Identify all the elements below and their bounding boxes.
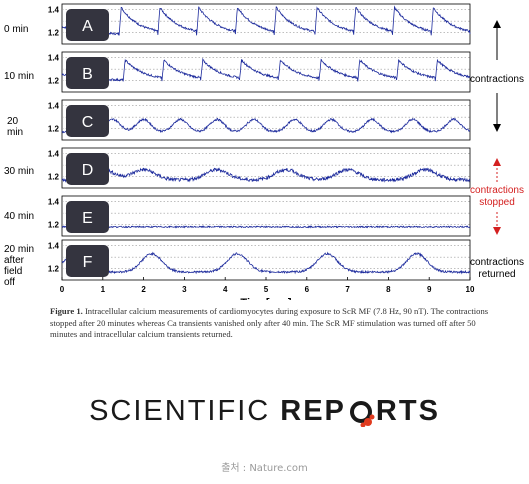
time-label: after <box>4 255 25 266</box>
x-tick-label: 2 <box>141 285 146 294</box>
x-tick-label: 0 <box>60 285 65 294</box>
x-tick-label: 9 <box>427 285 432 294</box>
y-tick-label: 1.2 <box>48 125 60 134</box>
logo-text-right: REP <box>280 395 346 427</box>
series-line-C <box>61 117 471 135</box>
y-tick-label: 1.4 <box>48 54 60 63</box>
time-label: 10 min <box>4 71 34 82</box>
panel-frame <box>61 51 471 93</box>
series-line-E <box>61 225 471 229</box>
figure-caption: Figure 1. Intracellular calcium measurem… <box>50 306 490 341</box>
caption-label: Figure 1. <box>50 306 83 316</box>
y-tick-label: 1.2 <box>48 221 60 230</box>
logo-text-right2: RTS <box>375 395 440 427</box>
panel-letter: C <box>82 114 94 131</box>
y-tick-label: 1.4 <box>48 198 60 207</box>
panel-label-box <box>66 153 109 185</box>
annotation-stopped-line1: contractions <box>470 185 524 196</box>
panel-letter: A <box>82 18 93 35</box>
panel-letter: E <box>82 210 93 227</box>
annotation-stopped-line2: stopped <box>479 197 515 208</box>
x-tick-label: 7 <box>345 285 350 294</box>
panel-label-box <box>66 245 109 277</box>
time-label: 30 min <box>4 166 34 177</box>
time-label: min <box>7 127 23 138</box>
y-tick-label: 1.2 <box>48 173 60 182</box>
time-label: 20 min <box>4 244 34 255</box>
y-tick-label: 1.4 <box>48 150 60 159</box>
y-tick-label: 1.2 <box>48 77 60 86</box>
gear-o-icon <box>349 401 375 428</box>
annotation-returned-line2: returned <box>478 269 515 280</box>
red-arrow-up-icon <box>493 158 501 166</box>
x-tick-label: 1 <box>101 285 106 294</box>
arrow-down-icon <box>493 124 501 132</box>
panel-letter: D <box>82 162 94 179</box>
panel-label-box <box>66 105 109 137</box>
time-label: 0 min <box>4 24 28 35</box>
time-label: 20 <box>7 116 19 127</box>
panel-label-box <box>66 201 109 233</box>
scientific-reports-logo: SCIENTIFIC REP RTS <box>0 395 529 428</box>
y-tick-label: 1.4 <box>48 102 60 111</box>
panel-letter: B <box>82 66 93 83</box>
x-tick-label: 10 <box>466 285 475 294</box>
x-tick-label: 3 <box>182 285 187 294</box>
y-tick-label: 1.2 <box>48 265 60 274</box>
panel-frame <box>61 99 471 141</box>
time-label: off <box>4 277 15 288</box>
arrow-up-icon <box>493 20 501 28</box>
y-tick-label: 1.4 <box>48 242 60 251</box>
chart-figure: 1.4 1.2 A 1.4 1.2 B 1.4 1.2 C 1.4 1.2 D 1.4 1.2 E 1.4 1.… <box>4 3 524 300</box>
series-line-D <box>61 167 471 183</box>
panel-label-box <box>66 9 109 41</box>
time-label: 40 min <box>4 211 34 222</box>
panel-frame <box>61 3 471 45</box>
annotation-returned-line1: contractions <box>470 257 524 268</box>
source-credit: 출처 : Nature.com <box>221 463 308 474</box>
annotation-contractions: contractions <box>470 74 524 85</box>
x-tick-label: 6 <box>305 285 310 294</box>
y-tick-label: 1.4 <box>48 6 60 15</box>
time-label: field <box>4 266 22 277</box>
y-tick-label: 1.2 <box>48 29 60 38</box>
panel-letter: F <box>83 254 93 271</box>
x-tick-label: 4 <box>223 285 228 294</box>
red-arrow-down-icon <box>493 227 501 235</box>
series-line-F <box>61 251 471 275</box>
caption-text: Intracellular calcium measurements of ca… <box>50 306 489 339</box>
logo-text-left: SCIENTIFIC <box>89 395 281 427</box>
panel-frame <box>61 195 471 237</box>
x-tick-label: 5 <box>264 285 269 294</box>
x-tick-label: 8 <box>386 285 391 294</box>
panel-label-box <box>66 57 109 89</box>
series-line-A <box>61 5 471 36</box>
series-line-B <box>61 57 471 82</box>
x-axis-label: Time[sec] <box>240 297 291 300</box>
panel-frame <box>61 147 471 189</box>
